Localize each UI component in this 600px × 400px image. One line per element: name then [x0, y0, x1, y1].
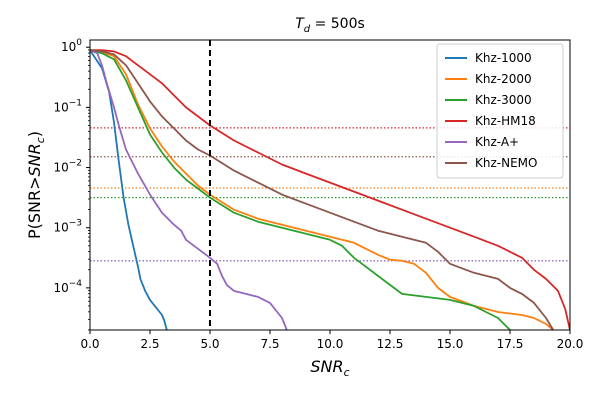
legend-label: Khz-1000 — [475, 51, 532, 65]
series-line — [90, 49, 288, 330]
chart-title: Td = 500s — [295, 16, 365, 35]
y-axis-label: P(SNR>SNRc) — [25, 131, 47, 239]
legend-label: Khz-2000 — [475, 72, 532, 86]
legend-label: Khz-HM18 — [475, 114, 536, 128]
x-tick-label: 12.5 — [377, 337, 404, 351]
legend-label: Khz-A+ — [475, 135, 519, 149]
x-tick-label: 0.0 — [80, 337, 99, 351]
x-tick-label: 20.0 — [557, 337, 584, 351]
xlabel-subscript: c — [344, 366, 350, 379]
legend: Khz-1000 Khz-2000 Khz-3000 Khz-HM18 Khz-A+ Kh… — [436, 43, 564, 179]
x-tick-label: 15.0 — [437, 337, 464, 351]
x-tick-label: 17.5 — [497, 337, 524, 351]
series-line — [90, 49, 554, 330]
y-tick-label: 10−4 — [53, 279, 82, 295]
series-lines — [90, 49, 570, 330]
x-tick-label: 2.5 — [140, 337, 159, 351]
plot-area — [89, 39, 571, 331]
legend-label: Khz-3000 — [475, 93, 532, 107]
x-tick-label: 5.0 — [200, 337, 219, 351]
title-T: T — [295, 16, 305, 32]
y-tick-label: 100 — [61, 38, 82, 54]
x-tick-label: 10.0 — [317, 337, 344, 351]
series-line — [90, 49, 511, 330]
ylabel-subscript: c — [34, 137, 47, 143]
series-line — [90, 49, 554, 330]
x-tick-label: 7.5 — [260, 337, 279, 351]
y-tick-label: 10−3 — [53, 219, 82, 235]
xlabel-main: SNR — [310, 357, 343, 376]
y-axis: 100 10−1 10−2 10−3 10−4 — [53, 38, 90, 331]
legend-box — [436, 43, 564, 179]
legend-label: Khz-NEMO — [475, 156, 537, 170]
ylabel-main: P(SNR> — [25, 177, 44, 240]
ylabel-italic: SNR — [25, 143, 44, 176]
y-tick-label: 10−2 — [53, 159, 82, 175]
ylabel-close: ) — [25, 131, 44, 137]
x-axis-label: SNRc — [310, 357, 349, 379]
series-line — [90, 49, 168, 330]
title-subscript: d — [304, 24, 311, 35]
series-line — [90, 49, 570, 330]
y-tick-label: 10−1 — [53, 98, 82, 114]
title-rest: = 500s — [310, 16, 365, 32]
x-axis: 0.0 2.5 5.0 7.5 10.0 12.5 15.0 17.5 20.0 — [80, 330, 583, 351]
